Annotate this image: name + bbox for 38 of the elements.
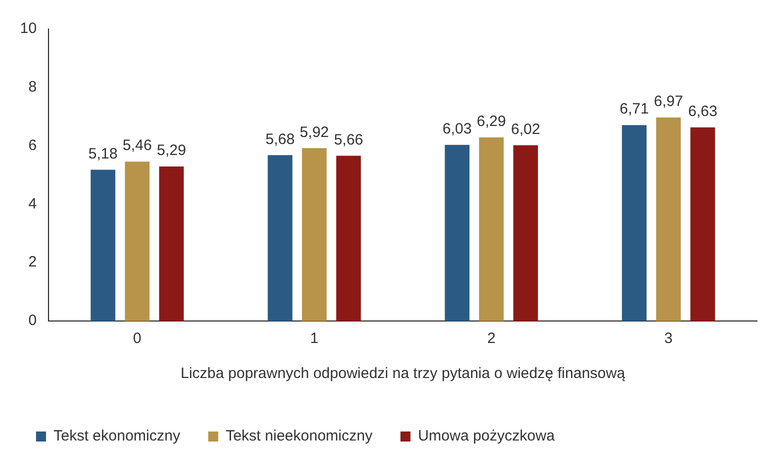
bar [90, 170, 116, 321]
x-tick-label: 3 [664, 330, 673, 348]
bar [124, 162, 150, 321]
legend-label: Tekst nieekonomiczny [226, 428, 373, 445]
y-tick-label: 4 [28, 195, 37, 212]
data-label: 5,68 [265, 130, 295, 148]
data-label: 6,29 [476, 112, 506, 130]
x-axis-title: Liczba poprawnych odpowiedzi na trzy pytania o wiedzę finansową [180, 365, 626, 382]
data-label: 6,03 [442, 120, 472, 138]
bar [444, 144, 470, 321]
data-label: 6,71 [620, 100, 649, 118]
data-label: 5,66 [334, 131, 364, 148]
y-tick-label: 2 [28, 254, 37, 271]
data-label: 6,97 [654, 93, 684, 110]
y-tick-label: 8 [28, 78, 37, 96]
bar [336, 156, 361, 321]
bar [479, 137, 504, 321]
x-tick-label: 0 [133, 330, 142, 348]
bar [656, 117, 681, 321]
legend-label: Tekst ekonomiczny [54, 428, 181, 445]
data-label: 5,18 [88, 145, 118, 162]
data-label: 5,29 [156, 142, 186, 160]
y-tick-label: 10 [20, 20, 37, 38]
bar [159, 166, 184, 321]
x-tick-label: 2 [487, 330, 496, 348]
bar [622, 125, 647, 321]
y-tick-label: 6 [28, 136, 37, 154]
bar [302, 148, 327, 321]
bar [690, 127, 716, 321]
legend-label: Umowa pożyczkowa [418, 428, 556, 445]
data-label: 5,92 [300, 124, 329, 141]
bar [513, 145, 538, 321]
bar [268, 155, 292, 321]
data-label: 6,63 [688, 103, 718, 120]
data-label: 5,46 [122, 137, 152, 154]
data-label: 6,02 [511, 120, 540, 138]
x-tick-label: 1 [310, 330, 318, 348]
y-tick-label: 0 [28, 312, 37, 330]
